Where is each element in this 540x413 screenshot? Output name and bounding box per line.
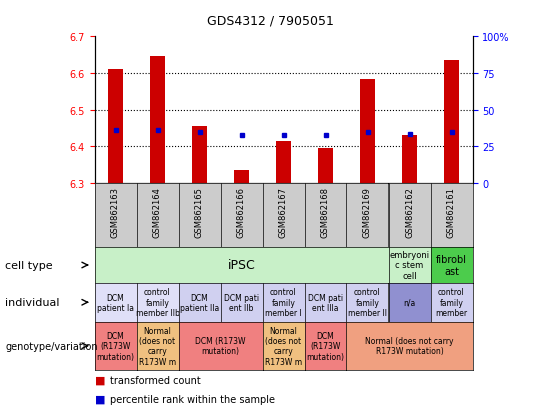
Bar [402, 136, 417, 184]
Text: n/a: n/a [403, 298, 416, 307]
Text: GSM862167: GSM862167 [279, 187, 288, 238]
Text: iPSC: iPSC [228, 259, 255, 272]
Text: GSM862163: GSM862163 [111, 187, 120, 238]
Text: GSM862162: GSM862162 [405, 187, 414, 238]
Text: GSM862166: GSM862166 [237, 187, 246, 238]
Text: GDS4312 / 7905051: GDS4312 / 7905051 [207, 14, 333, 27]
Text: control
family
member IIb: control family member IIb [136, 288, 179, 317]
Text: DCM
patient IIa: DCM patient IIa [180, 293, 219, 312]
Text: DCM (R173W
mutation): DCM (R173W mutation) [195, 336, 246, 356]
Text: cell type: cell type [5, 260, 53, 271]
Text: control
family
member: control family member [435, 288, 468, 317]
Text: ■: ■ [94, 375, 105, 385]
Text: individual: individual [5, 297, 60, 308]
Text: GSM862161: GSM862161 [447, 187, 456, 238]
Text: DCM pati
ent IIb: DCM pati ent IIb [224, 293, 259, 312]
Text: DCM
(R173W
mutation): DCM (R173W mutation) [307, 331, 345, 361]
Text: genotype/variation: genotype/variation [5, 341, 98, 351]
Text: GSM862169: GSM862169 [363, 187, 372, 238]
Bar [108, 70, 123, 184]
Bar [318, 149, 333, 184]
Text: GSM862165: GSM862165 [195, 187, 204, 238]
Text: ■: ■ [94, 394, 105, 404]
Bar [444, 61, 459, 184]
Text: DCM pati
ent IIIa: DCM pati ent IIIa [308, 293, 343, 312]
Text: Normal (does not carry
R173W mutation): Normal (does not carry R173W mutation) [365, 336, 454, 356]
Text: DCM
patient Ia: DCM patient Ia [97, 293, 134, 312]
Text: embryoni
c stem
cell: embryoni c stem cell [389, 251, 429, 280]
Text: fibrobl
ast: fibrobl ast [436, 254, 467, 276]
Text: Normal
(does not
carry
R173W m: Normal (does not carry R173W m [265, 326, 302, 366]
Text: Normal
(does not
carry
R173W m: Normal (does not carry R173W m [139, 326, 176, 366]
Bar [192, 127, 207, 184]
Text: control
family
member I: control family member I [265, 288, 302, 317]
Text: percentile rank within the sample: percentile rank within the sample [110, 394, 275, 404]
Text: GSM862168: GSM862168 [321, 187, 330, 238]
Text: control
family
member II: control family member II [348, 288, 387, 317]
Bar [234, 171, 249, 184]
Text: DCM
(R173W
mutation): DCM (R173W mutation) [97, 331, 134, 361]
Bar [360, 79, 375, 184]
Text: transformed count: transformed count [110, 375, 200, 385]
Bar [276, 142, 291, 184]
Text: GSM862164: GSM862164 [153, 187, 162, 238]
Bar [150, 57, 165, 184]
